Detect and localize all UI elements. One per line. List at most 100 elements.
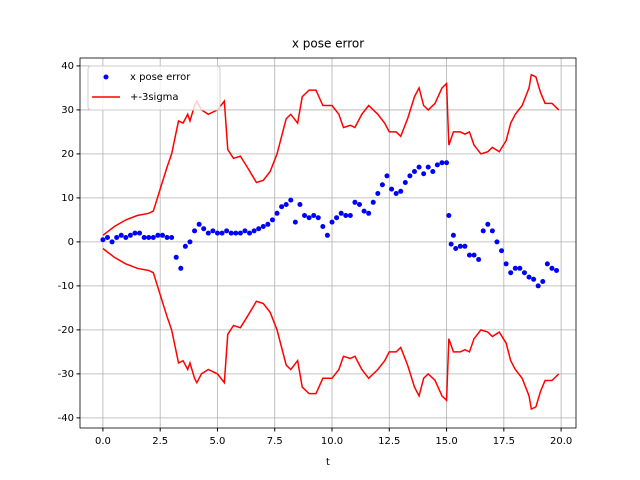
data-point (411, 169, 417, 175)
data-point (302, 213, 308, 219)
data-point (201, 226, 207, 232)
data-point (288, 197, 294, 203)
data-point (196, 221, 202, 227)
data-point (118, 232, 124, 238)
data-point (311, 213, 317, 219)
data-point (540, 278, 546, 284)
data-point (109, 239, 115, 245)
data-point (114, 235, 120, 241)
data-point (357, 202, 363, 208)
data-point (146, 235, 152, 241)
x-tick-label: 7.5 (267, 436, 283, 447)
data-point (466, 252, 472, 258)
data-point (343, 213, 349, 219)
x-tick-label: 0.0 (95, 436, 111, 447)
data-point (489, 228, 495, 234)
y-tick-label: -20 (58, 325, 74, 336)
legend-marker (103, 74, 109, 80)
y-tick-label: 10 (61, 193, 74, 204)
data-point (334, 215, 340, 221)
data-point (398, 188, 404, 194)
data-point (251, 228, 257, 234)
x-tick-label: 15.0 (435, 436, 457, 447)
data-point (526, 274, 532, 280)
data-point (512, 265, 518, 271)
data-point (517, 265, 523, 271)
data-point (164, 235, 170, 241)
data-point (544, 261, 550, 267)
data-point (182, 243, 188, 249)
data-point (292, 219, 298, 225)
data-point (159, 232, 165, 238)
data-point (549, 265, 555, 271)
y-tick-label: 40 (61, 61, 74, 72)
data-point (192, 228, 198, 234)
data-point (178, 265, 184, 271)
x-tick-label: 17.5 (493, 436, 515, 447)
x-tick-label: 20.0 (550, 436, 572, 447)
y-tick-label: -10 (58, 281, 74, 292)
data-point (462, 243, 468, 249)
data-point (315, 215, 321, 221)
data-point (453, 245, 459, 251)
sigma-line (102, 247, 560, 411)
data-point (554, 267, 560, 273)
data-point (446, 213, 452, 219)
sigma-line (102, 73, 560, 236)
data-point (444, 160, 450, 166)
data-point (127, 232, 133, 238)
data-point (141, 235, 147, 241)
data-point (233, 230, 239, 236)
x-tick-label: 10.0 (321, 436, 343, 447)
data-point (214, 230, 220, 236)
data-point (265, 221, 271, 227)
data-point (379, 182, 385, 188)
data-point (421, 171, 427, 177)
data-point (352, 199, 358, 205)
data-point (535, 283, 541, 289)
data-point (361, 208, 367, 214)
data-point (237, 230, 243, 236)
legend-label: +-3sigma (130, 92, 179, 103)
data-point (494, 239, 500, 245)
data-point (297, 202, 303, 208)
data-point (247, 230, 253, 236)
data-point (389, 186, 395, 192)
data-point (132, 230, 138, 236)
data-point (173, 254, 179, 260)
legend-box (87, 65, 221, 111)
data-point (448, 241, 454, 247)
data-point (471, 252, 477, 258)
data-point (366, 210, 372, 216)
data-point (439, 160, 445, 166)
data-point (283, 202, 289, 208)
data-point (480, 228, 486, 234)
data-point (104, 235, 110, 241)
x-tick-label: 2.5 (152, 436, 168, 447)
data-point (210, 228, 216, 234)
data-point (329, 219, 335, 225)
data-point (155, 232, 161, 238)
data-point (279, 204, 285, 210)
data-point (150, 235, 156, 241)
data-point (430, 169, 436, 175)
data-point (375, 191, 381, 197)
data-point (324, 232, 330, 238)
data-point (402, 180, 408, 186)
x-tick-label: 5.0 (210, 436, 226, 447)
data-point (425, 164, 431, 170)
data-point (503, 261, 509, 267)
data-point (338, 210, 344, 216)
data-point (123, 235, 129, 241)
data-point (416, 164, 422, 170)
x-axis-label: t (326, 457, 330, 468)
y-tick-label: -40 (58, 413, 74, 424)
data-point (256, 226, 262, 232)
data-point (476, 256, 482, 262)
data-point (187, 239, 193, 245)
chart-title: x pose error (292, 37, 364, 51)
data-point (407, 173, 413, 179)
data-point (347, 213, 353, 219)
data-point (137, 230, 143, 236)
